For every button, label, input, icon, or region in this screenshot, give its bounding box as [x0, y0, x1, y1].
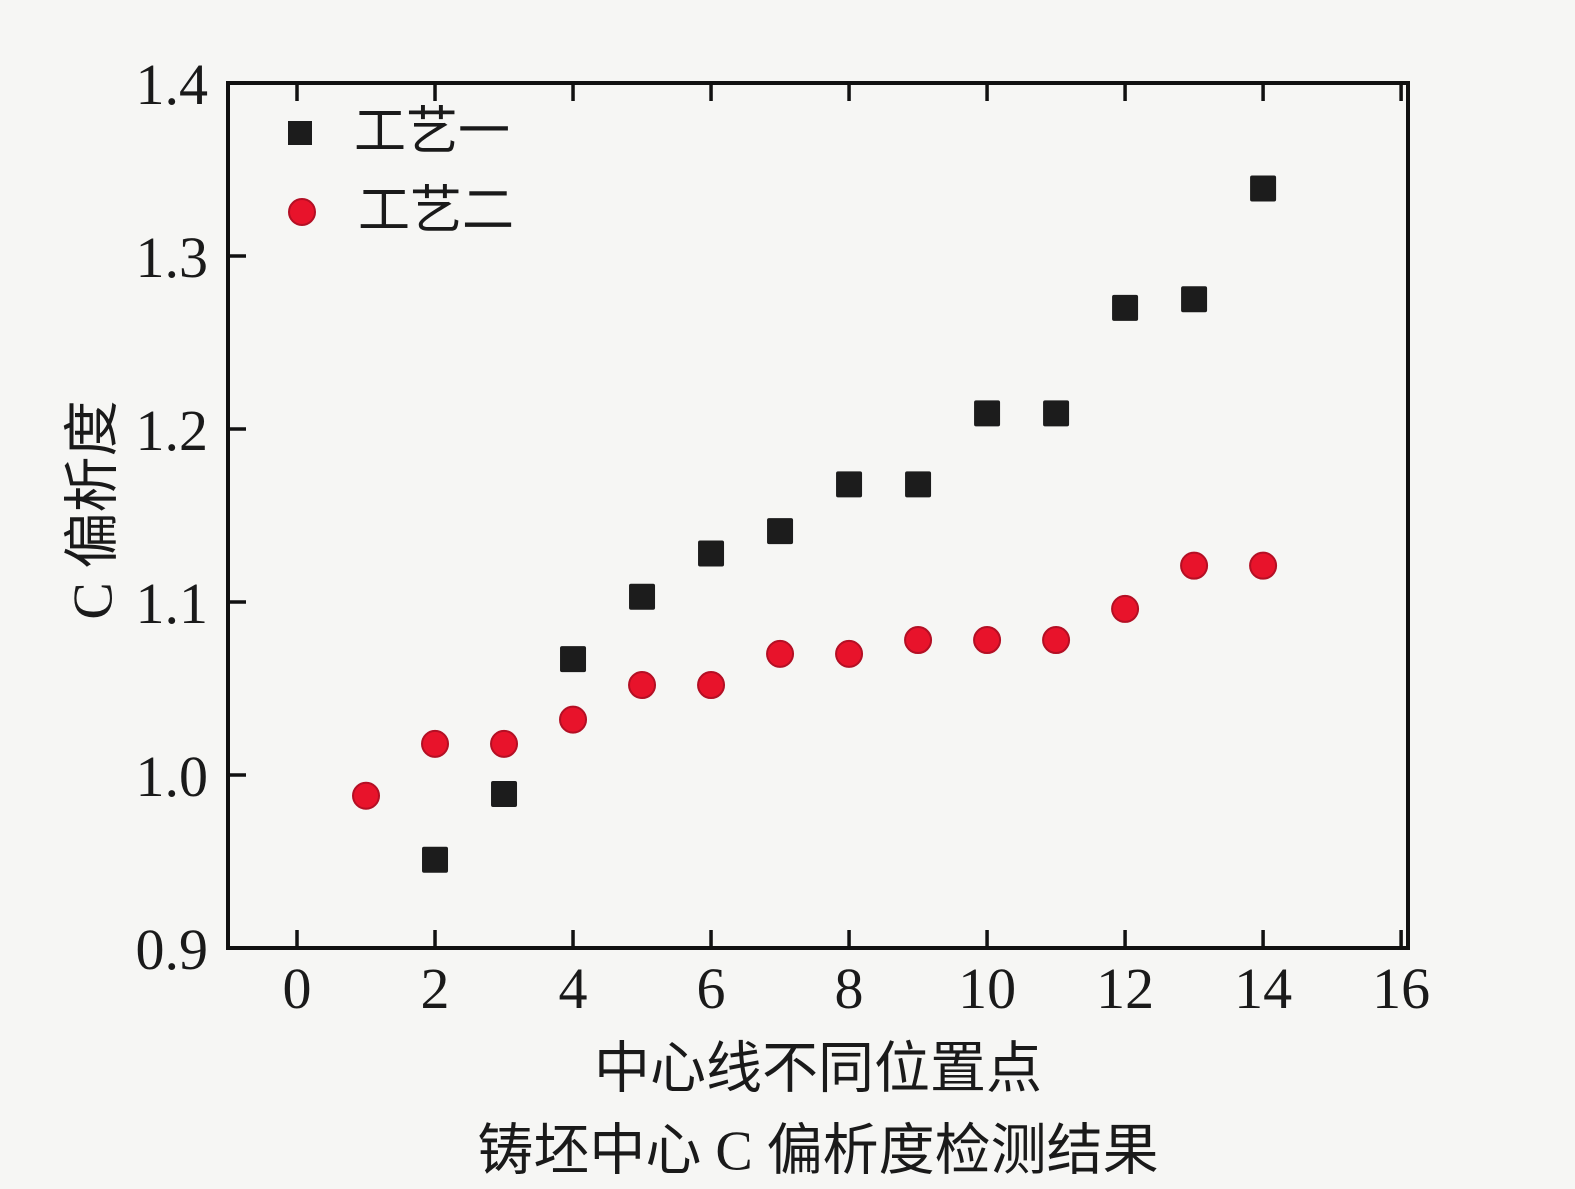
data-point-series2 [1180, 551, 1209, 580]
square-marker-icon [288, 121, 312, 145]
y-tick-label: 0.9 [136, 917, 209, 982]
data-point-series1 [560, 646, 587, 673]
data-point-series2 [973, 626, 1002, 655]
legend-label-process2: 工艺二 [358, 183, 515, 240]
data-point-series2 [835, 639, 864, 668]
legend-item-process1: 工艺一 [288, 103, 510, 163]
data-point-series1 [1250, 175, 1277, 202]
x-tick-label: 12 [1096, 956, 1154, 1021]
x-tick-label: 6 [697, 956, 726, 1021]
data-point-series2 [1249, 551, 1278, 580]
y-tick-label: 1.2 [136, 398, 209, 463]
x-tick-label: 2 [421, 956, 450, 1021]
data-point-series2 [490, 729, 519, 758]
data-point-series1 [491, 781, 518, 808]
data-point-series1 [1043, 400, 1070, 427]
data-point-series1 [974, 400, 1001, 427]
data-point-series2 [421, 729, 450, 758]
y-tick-label: 1.0 [136, 744, 209, 809]
x-tick-label: 8 [835, 956, 864, 1021]
data-point-series1 [836, 471, 863, 498]
legend-item-process2: 工艺二 [288, 182, 514, 242]
data-point-series2 [766, 639, 795, 668]
y-axis-title: C 偏析度 [62, 400, 125, 620]
plot-border [226, 81, 1410, 950]
circle-marker-icon [288, 198, 316, 226]
data-point-series2 [559, 705, 588, 734]
x-tick-label: 10 [958, 956, 1016, 1021]
x-tick-label: 14 [1234, 956, 1292, 1021]
data-point-series2 [904, 626, 933, 655]
y-tick-label: 1.4 [136, 52, 209, 117]
data-point-series1 [767, 518, 794, 545]
data-point-series2 [697, 671, 726, 700]
x-tick-label: 4 [559, 956, 588, 1021]
data-point-series1 [1112, 294, 1139, 321]
data-point-series2 [352, 781, 381, 810]
data-point-series1 [1181, 286, 1208, 313]
x-tick-label: 0 [283, 956, 312, 1021]
data-point-series2 [1042, 626, 1071, 655]
x-tick-label: 16 [1372, 956, 1430, 1021]
data-point-series1 [422, 846, 449, 873]
figure-caption: 铸坯中心 C 偏析度检测结果 [477, 1120, 1159, 1183]
y-tick-label: 1.1 [136, 571, 209, 636]
legend-label-process1: 工艺一 [354, 104, 511, 161]
data-point-series1 [698, 540, 725, 567]
data-point-series2 [628, 671, 657, 700]
data-point-series1 [905, 471, 932, 498]
data-point-series2 [1111, 594, 1140, 623]
x-axis-title: 中心线不同位置点 [594, 1038, 1042, 1101]
y-tick-label: 1.3 [136, 225, 209, 290]
data-point-series1 [629, 583, 656, 610]
